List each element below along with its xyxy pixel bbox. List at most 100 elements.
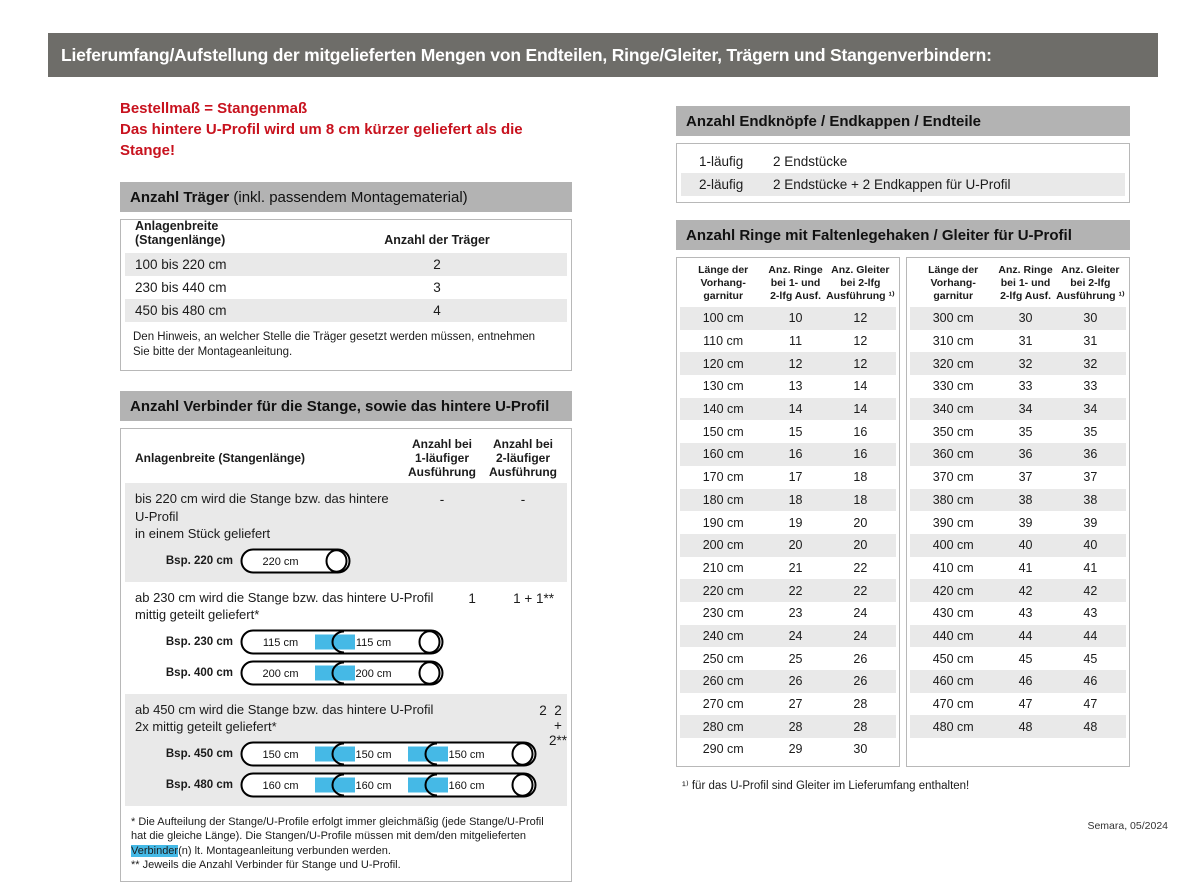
table-cell: 35 <box>1018 424 1033 439</box>
verbinder-row-2: ab 230 cm wird die Stange bzw. das hinte… <box>125 582 567 694</box>
table-row: 400 cm 40 40 <box>910 533 1126 557</box>
table-cell: 350 cm <box>932 424 974 439</box>
table-row: 290 cm 29 30 <box>680 738 896 761</box>
rod-segment-label: 160 cm <box>262 780 298 792</box>
rod-segment-label: 160 cm <box>355 780 391 792</box>
ring-col3-header: Anz. Gleiter bei 2-lfg Ausführung ¹⁾ <box>826 264 895 302</box>
rod-example-label: Bsp. 480 cm <box>165 778 233 791</box>
table-row: 260 cm 26 26 <box>680 670 896 693</box>
connector-mark <box>315 746 355 761</box>
table-cell: 22 <box>853 560 868 575</box>
table-cell: 36 <box>1083 447 1098 462</box>
table-row: 390 cm 39 39 <box>910 511 1126 534</box>
table-row: 170 cm 17 18 <box>680 466 896 489</box>
ring-table-right: Länge der Vorhang- garnitur Anz. Ringe b… <box>906 257 1130 767</box>
table-cell: 480 cm <box>932 719 974 734</box>
verbinder-footnote-2: ** Jeweils die Anzahl Verbinder für Stan… <box>131 859 401 871</box>
table-cell: 240 cm <box>702 628 744 643</box>
traeger-header-bold: Anzahl Träger <box>130 188 230 206</box>
table-cell: 22 <box>853 583 868 598</box>
table-cell: 400 cm <box>932 538 974 553</box>
traeger-note: Den Hinweis, an welcher Stelle die Träge… <box>133 331 536 358</box>
left-column: Bestellmaß = Stangenmaß Das hintere U-Pr… <box>120 98 572 882</box>
verbinder-row-2-value-2: 1 + 1** <box>513 590 555 606</box>
table-cell: 10 <box>788 311 803 326</box>
rod-example-label: Bsp. 230 cm <box>165 635 233 648</box>
table-row: 360 cm 36 36 <box>910 443 1126 466</box>
table-cell: 100 bis 220 cm <box>135 257 227 272</box>
table-cell: 48 <box>1018 719 1033 734</box>
table-cell: 14 <box>853 402 868 417</box>
table-cell: 330 cm <box>932 379 974 394</box>
table-cell: 32 <box>1018 356 1033 371</box>
rod-example: Bsp. 400 cm 200 cm 200 cm <box>135 660 444 686</box>
table-row: 250 cm 25 26 <box>680 647 896 670</box>
rod-segment-label: 220 cm <box>262 556 298 568</box>
table-cell: 11 <box>789 334 803 349</box>
table-row: 340 cm 34 34 <box>910 397 1126 421</box>
table-row: 150 cm 15 16 <box>680 420 896 443</box>
document-footer: Semara, 05/2024 <box>1087 820 1168 832</box>
table-row: 430 cm 43 43 <box>910 602 1126 625</box>
rod-example: Bsp. 230 cm 115 cm 115 cm <box>135 629 444 655</box>
table-cell: 390 cm <box>932 515 974 530</box>
table-cell: 370 cm <box>932 470 974 485</box>
verbinder-row-2-text: ab 230 cm wird die Stange bzw. das hinte… <box>135 589 434 623</box>
ring-table-left-rows: 100 cm 10 12 110 cm 11 12 120 cm 12 12 130 cm 13 14… <box>677 307 899 761</box>
table-cell: 14 <box>788 402 803 417</box>
rod-example-label: Bsp. 400 cm <box>165 666 233 679</box>
table-cell: 44 <box>1083 628 1098 643</box>
table-cell: 230 bis 440 cm <box>135 280 227 295</box>
table-cell: 340 cm <box>932 402 974 417</box>
table-cell: 16 <box>853 424 868 439</box>
table-cell: 360 cm <box>932 447 974 462</box>
table-cell: 160 cm <box>702 447 744 462</box>
verbinder-col3-header: Anzahl bei 2-läufiger Ausführung <box>489 437 557 479</box>
connector-mark <box>408 746 448 761</box>
connector-mark <box>408 777 448 792</box>
table-row: 100 cm 10 12 <box>680 307 896 330</box>
table-cell: 31 <box>1083 334 1098 349</box>
table-cell: 12 <box>853 311 868 326</box>
table-row: 110 cm 11 12 <box>680 330 896 353</box>
table-row: 370 cm 37 37 <box>910 466 1126 489</box>
table-cell: 16 <box>788 447 803 462</box>
table-cell: 200 cm <box>702 538 744 553</box>
table-cell: 19 <box>788 515 803 530</box>
table-cell: 470 cm <box>932 697 974 712</box>
table-cell: 28 <box>853 697 868 712</box>
table-cell: 20 <box>853 538 868 553</box>
endteile-section-header: Anzahl Endknöpfe / Endkappen / Endteile <box>676 106 1130 136</box>
table-cell: 43 <box>1083 606 1098 621</box>
table-cell: 28 <box>853 719 868 734</box>
verbinder-section-header: Anzahl Verbinder für die Stange, sowie d… <box>120 391 572 421</box>
table-row: 380 cm 38 38 <box>910 488 1126 512</box>
table-row: 420 cm 42 42 <box>910 579 1126 602</box>
table-cell: 48 <box>1083 719 1098 734</box>
table-cell: 170 cm <box>702 470 744 485</box>
table-cell: 18 <box>853 470 868 485</box>
table-cell: 30 <box>1018 311 1033 326</box>
rod-diagram: 160 cm 160 cm 160 cm <box>240 772 537 797</box>
verbinder-row-3-text: ab 450 cm wird die Stange bzw. das hinte… <box>135 701 434 735</box>
table-cell: 16 <box>853 447 868 462</box>
ringe-footnote: ¹⁾ für das U-Profil sind Gleiter im Lief… <box>682 779 970 792</box>
table-cell: 310 cm <box>932 334 974 349</box>
rod-segment-label: 160 cm <box>448 780 484 792</box>
rod-segment-label: 200 cm <box>262 668 298 680</box>
table-row: 190 cm 19 20 <box>680 511 896 534</box>
verbinder-footnote-1: * Die Aufteilung der Stange/U-Profile er… <box>131 815 559 859</box>
table-cell: 320 cm <box>932 356 974 371</box>
table-cell: 130 cm <box>702 379 744 394</box>
endteile-rows: 1-läufig 2 Endstücke 2-läufig 2 Endstücke +… <box>677 150 1129 196</box>
table-cell: 100 cm <box>702 311 744 326</box>
table-row: 1-läufig 2 Endstücke <box>681 150 1125 173</box>
table-cell: 24 <box>788 628 803 643</box>
table-row: 450 bis 480 cm 4 <box>125 299 567 322</box>
table-cell: 28 <box>788 719 803 734</box>
table-cell: 40 <box>1018 538 1033 553</box>
table-row: 280 cm 28 28 <box>680 715 896 739</box>
table-cell: 380 cm <box>932 492 974 507</box>
table-cell: 12 <box>788 356 803 371</box>
table-cell: 280 cm <box>702 719 744 734</box>
